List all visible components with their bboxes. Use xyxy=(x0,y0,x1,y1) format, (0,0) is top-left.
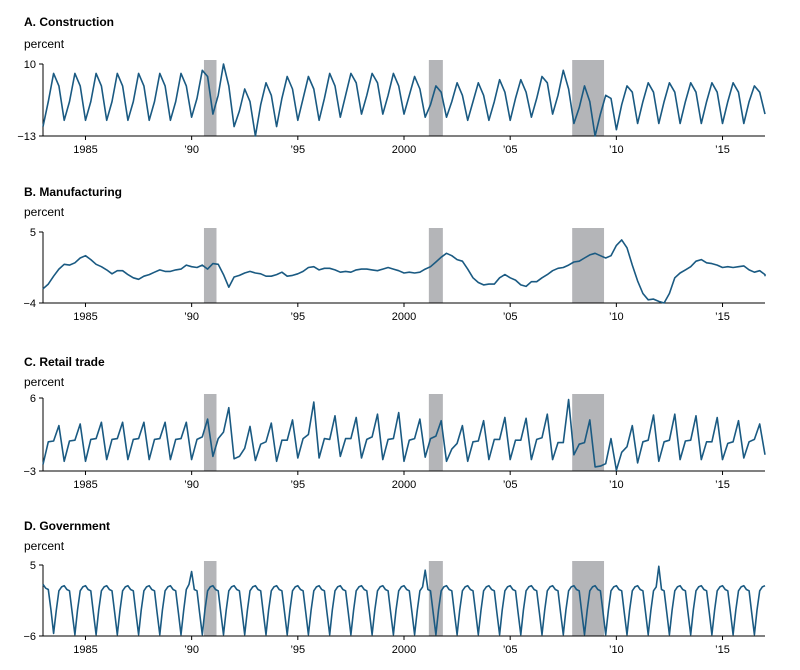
panel-a-x-tick-label-7: ’15 xyxy=(715,144,730,156)
panel-c-y-tick-label-bottom: −3 xyxy=(23,466,36,478)
panel-b-y-tick-label-top: 5 xyxy=(30,227,36,239)
panel-b-x-tick-label-5: ’05 xyxy=(503,311,518,323)
panel-b-recession-bar-2 xyxy=(428,228,443,303)
panel-d-x-tick-label-4: 2000 xyxy=(392,644,416,656)
panel-d-recession-bar-2 xyxy=(428,561,443,636)
panel-a-x-tick-label-4: 2000 xyxy=(392,144,416,156)
panel-a-x-tick-label-6: ’10 xyxy=(609,144,624,156)
panel-b-x-tick-label-6: ’10 xyxy=(609,311,624,323)
panel-d-unit-label: percent xyxy=(24,539,65,553)
panel-a-recession-bar-2 xyxy=(428,60,443,136)
panel-c-x-tick-label-6: ’10 xyxy=(609,479,624,491)
panel-b-y-tick-label-bottom: −4 xyxy=(23,298,36,310)
panel-c-recession-bar-2 xyxy=(428,394,443,471)
panel-b-title: B. Manufacturing xyxy=(24,185,122,199)
panel-b-x-tick-label-2: ’90 xyxy=(184,311,199,323)
panel-b-x-tick-label-3: ’95 xyxy=(290,311,305,323)
panel-b-unit-label: percent xyxy=(24,205,65,219)
panel-d-y-tick-label-top: 5 xyxy=(30,560,36,572)
panel-d-x-tick-label-2: ’90 xyxy=(184,644,199,656)
panel-c-x-tick-label-4: 2000 xyxy=(392,479,416,491)
panel-d-x-tick-label-3: ’95 xyxy=(290,644,305,656)
panel-c-title: C. Retail trade xyxy=(24,355,105,369)
panel-c-x-tick-label-7: ’15 xyxy=(715,479,730,491)
panel-d-recession-bar-1 xyxy=(203,561,217,636)
panel-a-x-tick-label-1: 1985 xyxy=(73,144,97,156)
panel-a-x-tick-label-5: ’05 xyxy=(503,144,518,156)
panel-a-x-tick-label-3: ’95 xyxy=(290,144,305,156)
panel-d-series-line xyxy=(42,565,766,636)
panel-c-x-tick-label-3: ’95 xyxy=(290,479,305,491)
panel-c-x-tick-label-2: ’90 xyxy=(184,479,199,491)
panel-c-unit-label: percent xyxy=(24,375,65,389)
panel-a-y-tick-label-bottom: −13 xyxy=(17,131,36,143)
panel-a-x-tick-label-2: ’90 xyxy=(184,144,199,156)
panel-b-x-tick-label-4: 2000 xyxy=(392,311,416,323)
panel-d-x-tick-label-7: ’15 xyxy=(715,644,730,656)
panel-b-series-line xyxy=(42,239,766,304)
panel-d-x-tick-label-6: ’10 xyxy=(609,644,624,656)
panel-b-x-tick-label-1: 1985 xyxy=(73,311,97,323)
panel-a-unit-label: percent xyxy=(24,37,65,51)
panel-c-y-tick-label-top: 6 xyxy=(30,393,36,405)
panel-d-title: D. Government xyxy=(24,519,111,533)
panel-a-title: A. Construction xyxy=(24,15,114,29)
panel-d-y-tick-label-bottom: −6 xyxy=(23,631,36,643)
panel-d-x-tick-label-1: 1985 xyxy=(73,644,97,656)
panel-b-recession-bar-3 xyxy=(572,228,605,303)
panel-b-x-tick-label-7: ’15 xyxy=(715,311,730,323)
panel-d-x-tick-label-5: ’05 xyxy=(503,644,518,656)
panel-c-series-line xyxy=(42,398,766,472)
panel-c-recession-bar-3 xyxy=(572,394,605,471)
panel-c-x-tick-label-5: ’05 xyxy=(503,479,518,491)
panel-a-y-tick-label-top: 10 xyxy=(24,59,36,71)
panel-c-x-tick-label-1: 1985 xyxy=(73,479,97,491)
panel-a-series-line xyxy=(42,63,766,137)
